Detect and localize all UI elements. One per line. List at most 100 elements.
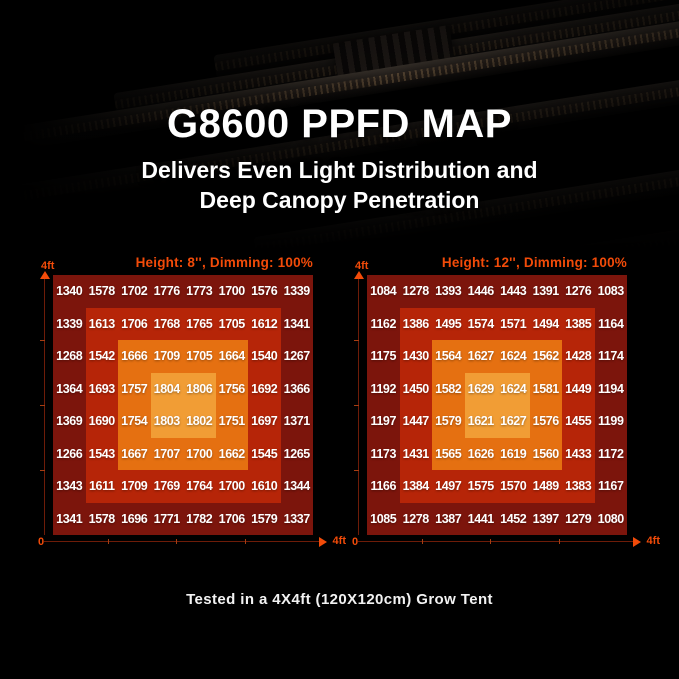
- ppfd-cell: 1265: [283, 446, 311, 461]
- ppfd-cell: 1276: [565, 284, 592, 299]
- ppfd-cell: 1662: [218, 446, 246, 461]
- ppfd-cell: 1449: [565, 381, 592, 396]
- ppfd-cell: 1397: [532, 511, 560, 526]
- ppfd-cell: 1765: [186, 316, 213, 331]
- ppfd-cell: 1383: [565, 479, 592, 494]
- ppfd-cell-layer: 1084 1278 1393 1446 1443 1391 1276 1083 1162 1386…: [367, 275, 627, 535]
- ppfd-cell: 1279: [565, 511, 592, 526]
- ppfd-cell: 1337: [283, 511, 311, 526]
- y-axis-tick: [40, 405, 45, 406]
- ppfd-grid: 1084 1278 1393 1446 1443 1391 1276 1083 1162 1386…: [367, 275, 627, 535]
- ppfd-cell: 1452: [500, 511, 527, 526]
- ppfd-cell: 1756: [218, 381, 246, 396]
- ppfd-cell: 1497: [435, 479, 462, 494]
- y-axis-tick: [40, 340, 45, 341]
- ppfd-cell: 1341: [283, 316, 311, 331]
- ppfd-cell: 1450: [402, 381, 430, 396]
- x-axis: 0 4ft: [352, 535, 660, 553]
- ppfd-cell: 1692: [251, 381, 278, 396]
- ppfd-cell: 1278: [402, 284, 430, 299]
- ppfd-cell: 1709: [121, 479, 148, 494]
- ppfd-cell: 1339: [56, 316, 83, 331]
- plot-row: 1084 1278 1393 1446 1443 1391 1276 1083 1162 1386…: [353, 271, 627, 535]
- ppfd-cell: 1667: [121, 446, 148, 461]
- ppfd-cell: 1664: [218, 349, 246, 364]
- ppfd-cell: 1768: [153, 316, 181, 331]
- panel-header: 4ft Height: 8'', Dimming: 100%: [39, 250, 313, 272]
- y-axis-tick: [354, 405, 359, 406]
- ppfd-cell: 1702: [121, 284, 148, 299]
- ppfd-cell: 1192: [370, 381, 397, 396]
- ppfd-cell: 1581: [532, 381, 560, 396]
- ppfd-cell: 1613: [88, 316, 116, 331]
- x-axis-line: [44, 541, 319, 542]
- x-axis-max-label: 4ft: [332, 535, 346, 547]
- x-axis-tick: [244, 539, 246, 544]
- ppfd-cell: 1371: [283, 414, 311, 429]
- ppfd-cell: 1175: [370, 349, 397, 364]
- ppfd-cell: 1545: [251, 446, 278, 461]
- ppfd-cell: 1340: [56, 284, 83, 299]
- ppfd-cell-layer: 1340 1578 1702 1776 1773 1700 1576 1339 1339 1613…: [53, 275, 313, 535]
- ppfd-cell: 1693: [88, 381, 116, 396]
- x-axis-arrow-icon: [633, 537, 641, 547]
- ppfd-cell: 1172: [597, 446, 624, 461]
- ppfd-cell: 1344: [283, 479, 311, 494]
- ppfd-cell: 1771: [153, 511, 181, 526]
- ppfd-cell: 1579: [251, 511, 278, 526]
- ppfd-cell: 1428: [565, 349, 592, 364]
- ppfd-cell: 1574: [467, 316, 495, 331]
- origin-label: 0: [38, 536, 45, 548]
- ppfd-cell: 1369: [56, 414, 83, 429]
- ppfd-cell: 1627: [467, 349, 495, 364]
- ppfd-cell: 1562: [532, 349, 560, 364]
- ppfd-cell: 1705: [186, 349, 213, 364]
- ppfd-cell: 1443: [500, 284, 527, 299]
- ppfd-cell: 1776: [153, 284, 181, 299]
- panel-title: Height: 8'', Dimming: 100%: [135, 255, 313, 270]
- ppfd-cell: 1624: [500, 381, 527, 396]
- ppfd-cell: 1268: [56, 349, 83, 364]
- y-axis-arrow-icon: [354, 271, 364, 279]
- ppfd-cell: 1700: [218, 479, 246, 494]
- ppfd-cell: 1441: [467, 511, 495, 526]
- ppfd-cell: 1706: [121, 316, 148, 331]
- ppfd-cell: 1619: [500, 446, 527, 461]
- ppfd-cell: 1803: [153, 414, 181, 429]
- ppfd-cell: 1455: [565, 414, 592, 429]
- ppfd-cell: 1173: [370, 446, 397, 461]
- ppfd-cell: 1578: [88, 511, 116, 526]
- subtitle-line-2: Deep Canopy Penetration: [199, 186, 480, 213]
- ppfd-cell: 1542: [88, 349, 116, 364]
- ppfd-cell: 1366: [283, 381, 311, 396]
- ppfd-cell: 1431: [402, 446, 430, 461]
- ppfd-cell: 1494: [532, 316, 560, 331]
- ppfd-cell: 1166: [370, 479, 397, 494]
- x-axis-tick: [421, 539, 423, 544]
- ppfd-cell: 1447: [402, 414, 430, 429]
- subtitle-line-1: Delivers Even Light Distribution and: [141, 157, 538, 183]
- ppfd-cell: 1751: [218, 414, 246, 429]
- ppfd-cell: 1624: [500, 349, 527, 364]
- ppfd-cell: 1564: [435, 349, 462, 364]
- y-axis-max-label: 4ft: [355, 260, 369, 272]
- ppfd-cell: 1339: [283, 284, 311, 299]
- y-axis-tick: [354, 470, 359, 471]
- ppfd-cell: 1806: [186, 381, 213, 396]
- ppfd-cell: 1267: [283, 349, 311, 364]
- ppfd-cell: 1543: [88, 446, 116, 461]
- ppfd-cell: 1700: [218, 284, 246, 299]
- x-axis-tick: [558, 539, 560, 544]
- y-axis-arrow-icon: [40, 271, 50, 279]
- ppfd-cell: 1194: [597, 381, 624, 396]
- ppfd-cell: 1571: [500, 316, 527, 331]
- ppfd-cell: 1199: [597, 414, 624, 429]
- ppfd-panel-height-12: 4ft Height: 12'', Dimming: 100% 1084 1278…: [352, 250, 660, 553]
- ppfd-cell: 1341: [56, 511, 83, 526]
- ppfd-cell: 1446: [467, 284, 495, 299]
- ppfd-cell: 1489: [532, 479, 560, 494]
- ppfd-cell: 1162: [370, 316, 397, 331]
- ppfd-cell: 1626: [467, 446, 495, 461]
- ppfd-cell: 1576: [532, 414, 560, 429]
